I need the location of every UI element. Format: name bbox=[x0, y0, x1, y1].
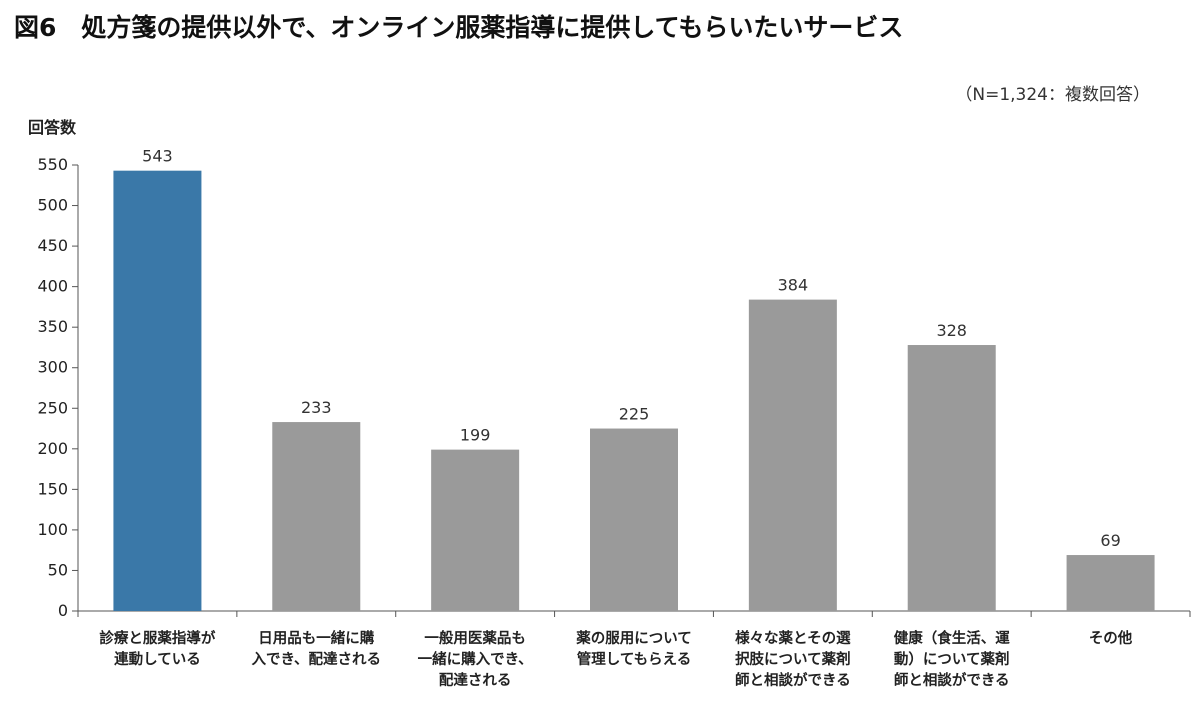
data-label: 225 bbox=[619, 405, 650, 424]
x-tick-label-line: 師と相談ができる bbox=[735, 671, 851, 689]
y-tick-label: 350 bbox=[37, 317, 68, 336]
bar bbox=[748, 299, 837, 611]
y-tick-label: 550 bbox=[37, 155, 68, 174]
y-tick-label: 150 bbox=[37, 479, 68, 498]
data-label: 199 bbox=[460, 426, 491, 445]
x-tick-label: 一般用医薬品も一緒に購入でき、配達される bbox=[418, 629, 533, 689]
x-tick-label: 日用品も一緒に購入でき、配達される bbox=[252, 629, 381, 668]
x-tick-label: 薬の服用について管理してもらえる bbox=[576, 629, 692, 668]
y-tick-label: 500 bbox=[37, 196, 68, 215]
data-label: 384 bbox=[778, 276, 809, 295]
y-axis-label: 回答数 bbox=[28, 118, 77, 137]
y-tick-label: 50 bbox=[48, 560, 68, 579]
x-tick-label: 診療と服薬指導が連動している bbox=[99, 629, 215, 668]
x-tick-label-line: 管理してもらえる bbox=[577, 650, 691, 668]
x-tick-label-line: 日用品も一緒に購 bbox=[258, 629, 374, 647]
y-tick-label: 450 bbox=[37, 236, 68, 255]
y-tick-label: 100 bbox=[37, 520, 68, 539]
y-tick-label: 300 bbox=[37, 358, 68, 377]
data-label: 328 bbox=[936, 321, 967, 340]
data-label: 69 bbox=[1100, 531, 1120, 550]
data-label: 233 bbox=[301, 398, 332, 417]
bar bbox=[590, 428, 678, 611]
x-tick-label-line: その他 bbox=[1089, 629, 1133, 647]
x-tick-label-line: 診療と服薬指導が bbox=[99, 629, 215, 647]
x-tick-label-line: 択肢について薬剤 bbox=[735, 650, 851, 668]
bar bbox=[272, 422, 361, 611]
x-tick-label: 健康（食生活、運動）について薬剤師と相談ができる bbox=[894, 629, 1010, 689]
x-tick-label-line: 健康（食生活、運 bbox=[894, 629, 1010, 647]
x-tick-label: その他 bbox=[1089, 629, 1133, 647]
bar bbox=[907, 345, 996, 611]
bar bbox=[1066, 555, 1155, 611]
bar bbox=[113, 170, 202, 611]
x-tick-label-line: 薬の服用について bbox=[576, 629, 692, 647]
x-tick-label: 様々な薬とその選択肢について薬剤師と相談ができる bbox=[735, 629, 851, 689]
x-tick-label-line: 連動している bbox=[114, 650, 201, 668]
x-tick-label-line: 配達される bbox=[439, 671, 512, 689]
sample-size-note: （N=1,324：複数回答） bbox=[955, 85, 1150, 105]
x-tick-label-line: 師と相談ができる bbox=[894, 671, 1010, 689]
bar bbox=[431, 449, 520, 611]
data-label: 543 bbox=[142, 147, 173, 166]
x-tick-label-line: 様々な薬とその選 bbox=[735, 629, 851, 647]
y-tick-label: 400 bbox=[37, 277, 68, 296]
figure-title: 図6 処方箋の提供以外で、オンライン服薬指導に提供してもらいたいサービス bbox=[14, 13, 904, 42]
y-tick-label: 0 bbox=[58, 601, 68, 620]
x-tick-label-line: 動）について薬剤 bbox=[894, 650, 1010, 668]
x-tick-label-line: 入でき、配達される bbox=[252, 650, 381, 668]
y-tick-label: 250 bbox=[37, 398, 68, 417]
y-tick-label: 200 bbox=[37, 439, 68, 458]
x-tick-label-line: 一緒に購入でき、 bbox=[418, 650, 533, 668]
x-tick-label-line: 一般用医薬品も bbox=[424, 629, 526, 647]
